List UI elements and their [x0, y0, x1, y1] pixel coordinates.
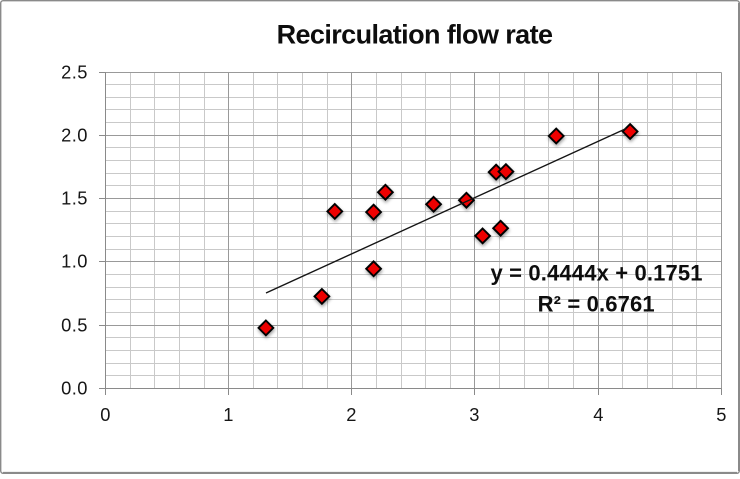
svg-text:4: 4 — [593, 404, 604, 425]
svg-text:y = 0.4444x + 0.1751: y = 0.4444x + 0.1751 — [490, 261, 702, 286]
svg-text:0: 0 — [100, 404, 111, 425]
svg-text:R² = 0.6761: R² = 0.6761 — [538, 291, 655, 316]
svg-text:2.0: 2.0 — [61, 124, 88, 145]
svg-text:2: 2 — [346, 404, 357, 425]
svg-text:2.5: 2.5 — [61, 61, 88, 82]
svg-text:Recirculation flow rate: Recirculation flow rate — [277, 20, 553, 50]
svg-text:5: 5 — [716, 404, 727, 425]
svg-text:3: 3 — [469, 404, 480, 425]
svg-text:0.0: 0.0 — [61, 377, 88, 398]
svg-text:1: 1 — [223, 404, 234, 425]
svg-text:1.0: 1.0 — [61, 250, 88, 271]
svg-text:0.5: 0.5 — [61, 314, 88, 335]
svg-text:1.5: 1.5 — [61, 187, 88, 208]
